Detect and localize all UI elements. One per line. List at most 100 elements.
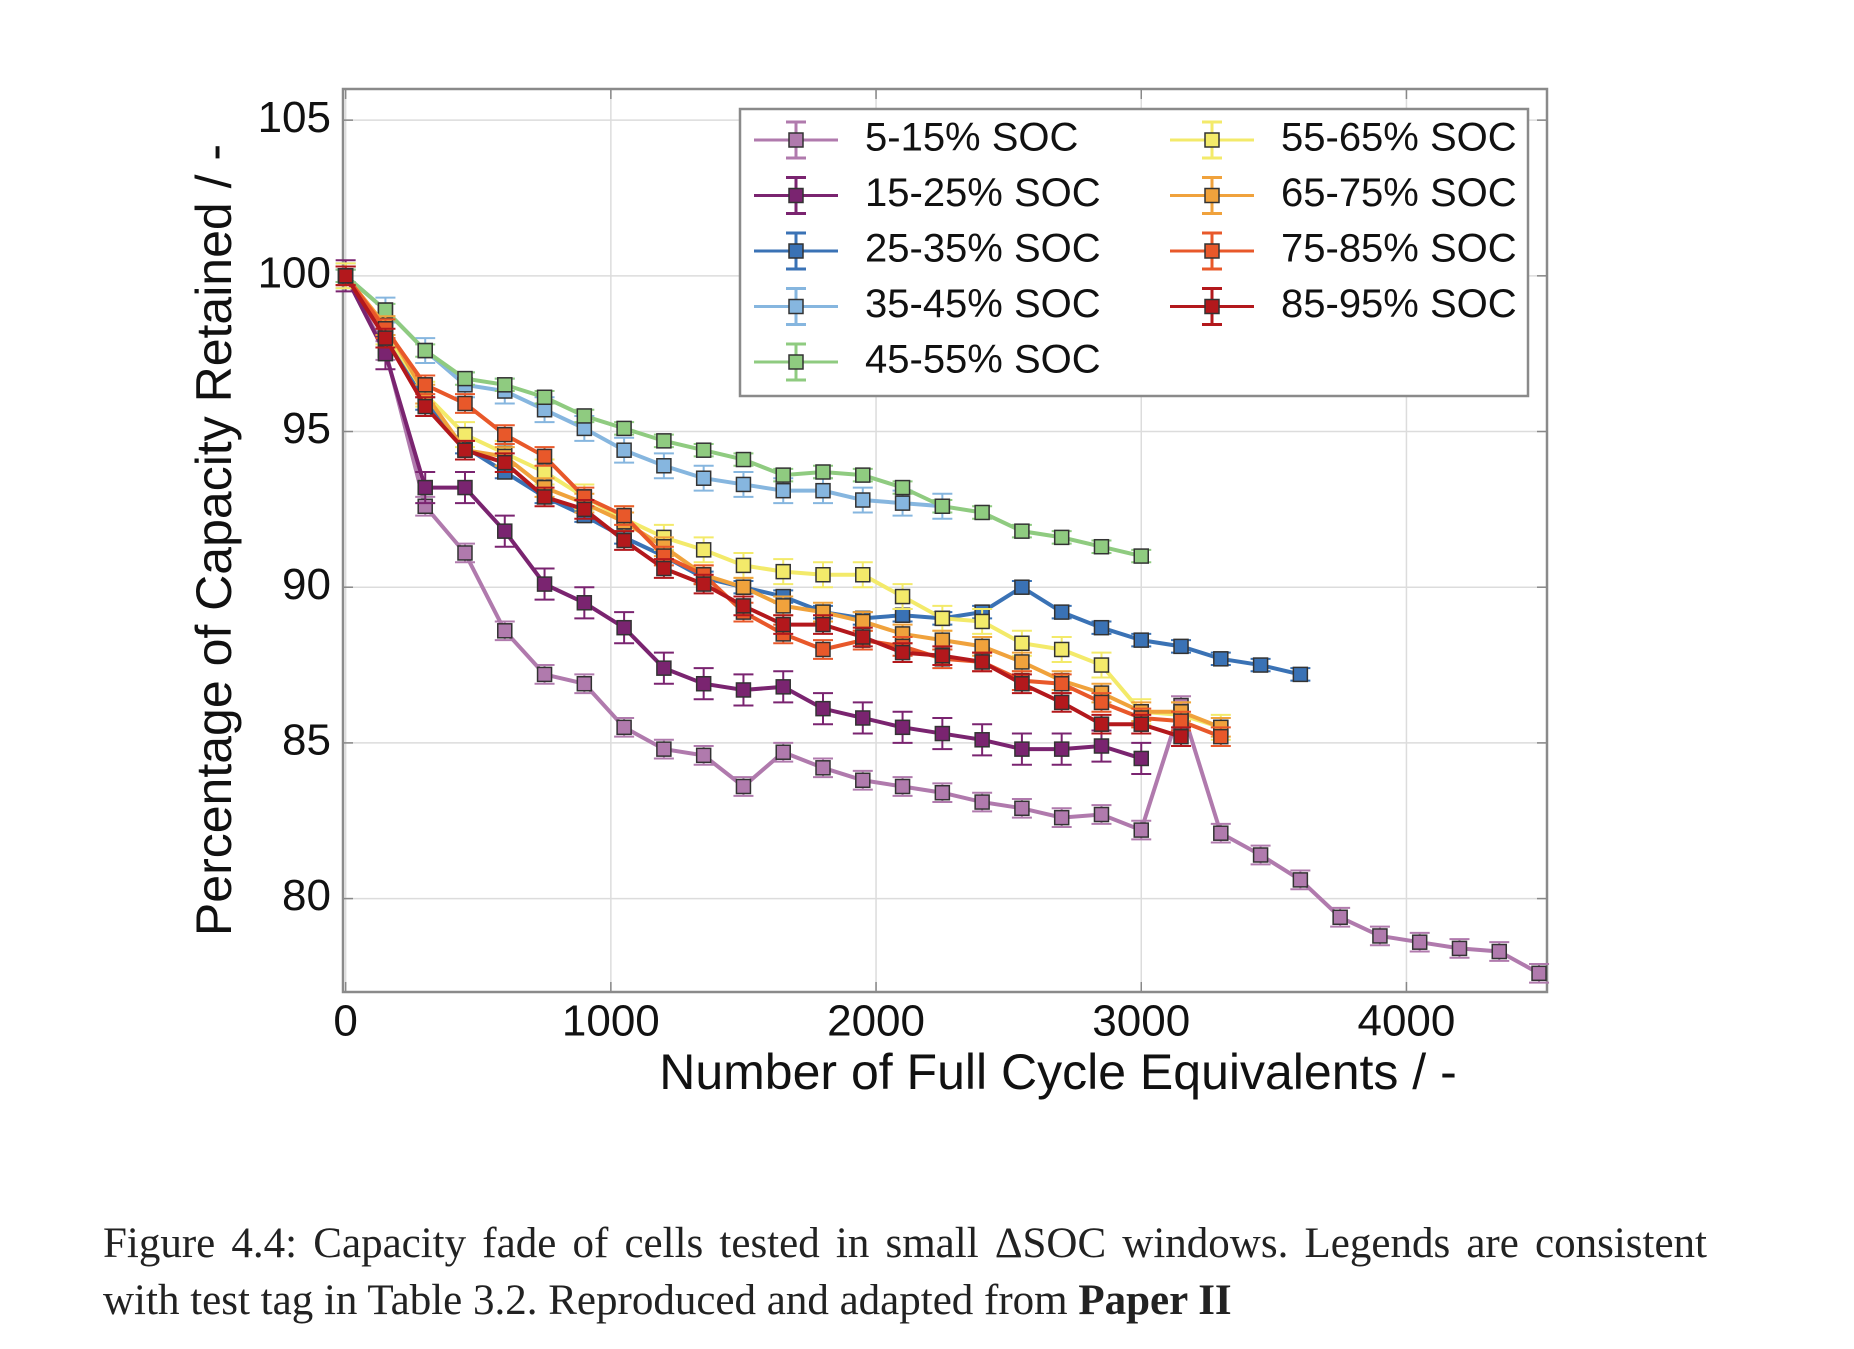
x-axis-label: Number of Full Cycle Equivalents / - <box>659 1044 1457 1100</box>
marker <box>1133 750 1149 767</box>
marker <box>815 700 831 717</box>
marker <box>775 679 791 695</box>
marker <box>894 479 911 496</box>
caption-text: Figure 4.4: Capacity fade of cells teste… <box>103 1220 1707 1324</box>
marker <box>855 567 871 583</box>
marker <box>536 666 553 683</box>
marker <box>974 638 990 655</box>
marker <box>934 632 951 648</box>
x-tick-label: 2000 <box>827 997 925 1046</box>
marker <box>1093 716 1110 732</box>
legend-label: 35-45% SOC <box>865 282 1101 326</box>
x-tick-label: 1000 <box>562 997 660 1046</box>
marker <box>1014 654 1030 670</box>
marker <box>775 467 791 483</box>
marker <box>1252 657 1269 673</box>
marker <box>815 567 831 583</box>
marker <box>1133 548 1149 564</box>
marker <box>934 784 951 801</box>
marker <box>1014 635 1030 652</box>
y-tick-label: 105 <box>258 93 331 142</box>
marker <box>695 576 712 592</box>
marker <box>775 744 791 760</box>
marker <box>1014 675 1030 692</box>
y-tick-label: 95 <box>282 404 331 453</box>
legend-marker <box>1204 187 1220 204</box>
marker <box>974 794 990 810</box>
marker <box>616 532 632 549</box>
chart: Number of Full Cycle Equivalents / - Per… <box>186 87 1550 1100</box>
legend-item: 5-15% SOC <box>754 116 1078 160</box>
marker <box>1014 800 1030 817</box>
legend-marker <box>788 132 804 148</box>
marker <box>457 479 473 496</box>
plot-frame <box>341 87 1549 994</box>
marker <box>616 442 632 458</box>
marker <box>1292 872 1309 888</box>
marker <box>775 598 791 614</box>
legend-item: 85-95% SOC <box>1170 282 1517 326</box>
marker <box>1531 965 1547 982</box>
marker <box>457 370 473 387</box>
y-tick-label: 100 <box>258 248 331 297</box>
marker <box>974 504 990 521</box>
marker <box>855 710 871 726</box>
legend-marker <box>788 354 804 370</box>
marker <box>1252 847 1269 863</box>
legend-label: 85-95% SOC <box>1281 282 1517 326</box>
x-tick-label: 0 <box>333 997 357 1046</box>
legend-marker <box>1204 243 1220 259</box>
series-line <box>344 274 943 509</box>
marker <box>536 576 553 592</box>
marker <box>1053 641 1070 658</box>
marker <box>1133 822 1149 838</box>
marker <box>695 675 712 692</box>
marker <box>1014 523 1030 539</box>
y-tick-label: 90 <box>282 560 331 609</box>
marker <box>894 644 911 661</box>
marker <box>815 760 831 776</box>
marker <box>695 542 712 558</box>
marker <box>1093 738 1110 754</box>
y-tick-label: 85 <box>282 716 331 765</box>
y-axis-label: Percentage of Capacity Retained / - <box>186 144 242 936</box>
marker <box>855 613 871 630</box>
marker <box>735 476 752 493</box>
legend-item: 45-55% SOC <box>754 338 1101 382</box>
marker <box>775 482 791 499</box>
legend-label: 25-35% SOC <box>865 227 1101 271</box>
legend-label: 45-55% SOC <box>865 338 1101 382</box>
marker <box>1372 928 1388 944</box>
marker <box>974 654 990 670</box>
series <box>335 259 1152 776</box>
marker <box>1491 943 1508 960</box>
marker <box>815 616 831 633</box>
marker <box>894 719 911 736</box>
marker <box>695 442 712 458</box>
marker <box>1332 909 1348 926</box>
marker <box>1173 713 1189 729</box>
marker <box>457 426 473 443</box>
legend-marker <box>788 298 804 315</box>
marker <box>735 579 752 595</box>
marker <box>934 725 951 742</box>
marker <box>497 426 513 443</box>
marker <box>974 613 990 630</box>
marker <box>855 629 871 645</box>
marker <box>894 607 911 623</box>
marker <box>934 610 951 627</box>
marker <box>735 598 752 614</box>
marker <box>1411 934 1428 950</box>
legend-box <box>738 107 1530 398</box>
marker <box>934 498 951 514</box>
marker <box>1173 728 1189 745</box>
marker <box>417 398 433 415</box>
legend: 5-15% SOC 15-25% SOC 25-35% SOC 35-45% SOC 4… <box>738 107 1530 398</box>
marker <box>1093 657 1110 673</box>
marker <box>576 675 593 692</box>
marker <box>1014 741 1030 757</box>
marker <box>656 433 672 449</box>
marker <box>735 557 752 574</box>
marker <box>815 464 831 480</box>
marker <box>616 619 632 636</box>
